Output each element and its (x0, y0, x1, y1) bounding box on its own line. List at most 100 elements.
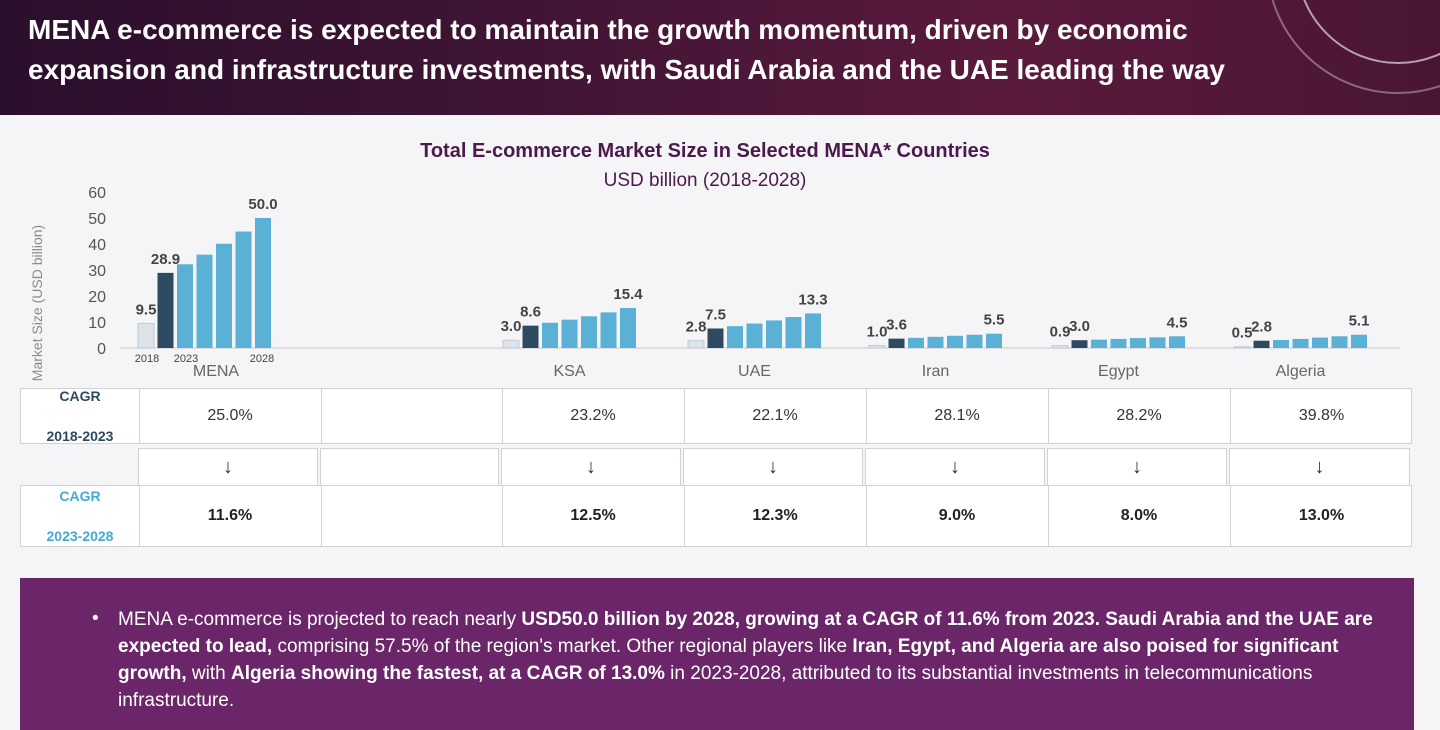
bar-uae-3 (746, 323, 763, 348)
y-tick-label: 0 (97, 341, 106, 358)
y-tick-label: 50 (88, 211, 106, 228)
data-label: 13.3 (798, 291, 827, 308)
bar-ksa-4 (581, 316, 597, 348)
year-label: 2018 (135, 353, 159, 365)
bar-algeria-2 (1273, 339, 1289, 348)
cagr-value: 39.8% (1298, 407, 1345, 424)
data-label: 50.0 (248, 196, 277, 213)
chart-subtitle: USD billion (2018-2028) (603, 170, 807, 191)
category-label: MENA (193, 363, 240, 380)
chart-title: Total E-commerce Market Size in Selected… (420, 140, 990, 162)
y-axis-label: Market Size (USD billion) (29, 225, 45, 381)
down-arrow-icon: ↓ (1229, 448, 1410, 486)
cagr-value: 28.2% (1116, 407, 1162, 424)
down-arrow-icon: ↓ (501, 448, 681, 486)
data-label: 5.5 (984, 312, 1005, 329)
category-label: Algeria (1276, 363, 1326, 380)
bar-ksa-3 (561, 319, 578, 348)
cagr-value: 23.2% (570, 407, 616, 424)
summary-text-run: comprising 57.5% of the region's market.… (272, 636, 853, 657)
column-divider (139, 389, 140, 443)
bar-mena-5 (235, 231, 252, 348)
data-label: 28.9 (151, 251, 180, 268)
cagr-value: 25.0% (207, 407, 253, 424)
bar-algeria-3 (1292, 338, 1309, 348)
empty-cell (320, 448, 499, 486)
cagr-row-2018-2023: CAGR 2018-2023 25.0% 23.2% 22.1% 28.1% 28.2% 39… (20, 388, 1412, 444)
bar-iran-0 (868, 344, 886, 349)
column-divider (684, 486, 685, 546)
data-label: 3.0 (1069, 318, 1090, 335)
headline: MENA e-commerce is expected to maintain … (28, 14, 1225, 85)
bar-algeria-5 (1331, 336, 1348, 348)
row-label-line: 2023-2028 (46, 528, 114, 544)
bar-mena-0 (137, 322, 155, 349)
summary-bold-text: Iran, Egypt, and Algeria are also poised… (118, 636, 1339, 684)
bar-uae-6 (805, 313, 821, 348)
bar-algeria-4 (1312, 337, 1328, 348)
bar-algeria-6 (1351, 334, 1367, 348)
cagr-value: 11.6% (207, 507, 253, 524)
summary-text: MENA e-commerce is projected to reach ne… (118, 606, 1378, 714)
bar-ksa-6 (620, 307, 636, 348)
bar-egypt-1 (1071, 340, 1088, 348)
header-banner: MENA e-commerce is expected to maintain … (0, 0, 1440, 115)
data-label: 5.1 (1349, 313, 1370, 330)
column-divider (866, 486, 867, 546)
arrow-row: ↓ ↓ ↓ ↓ ↓ ↓ (20, 448, 1412, 486)
cagr-value (321, 389, 502, 443)
summary-text-run: in 2023-2028, attributed to its substant… (118, 663, 1313, 711)
bar-uae-5 (785, 317, 802, 348)
column-divider (139, 486, 140, 546)
row-label-line: 2018-2023 (46, 428, 114, 444)
summary-bold-text: USD50.0 billion by 2028, growing at a CA… (521, 609, 1101, 630)
down-arrow-icon: ↓ (683, 448, 863, 486)
data-label: 0.5 (1232, 325, 1253, 342)
data-label: 4.5 (1167, 314, 1188, 331)
bar-egypt-3 (1110, 338, 1127, 348)
cagr-table: CAGR 2018-2023 25.0% 23.2% 22.1% 28.1% 28.2% 39… (20, 388, 1412, 548)
column-divider (866, 389, 867, 443)
bar-iran-5 (966, 334, 983, 348)
bullet: • (92, 608, 99, 629)
category-label: Iran (922, 363, 950, 380)
column-divider (684, 389, 685, 443)
bar-mena-2 (177, 264, 193, 348)
row-label-line: CAGR (59, 388, 101, 404)
bar-ksa-2 (542, 322, 558, 348)
bar-egypt-6 (1169, 336, 1185, 348)
bar-mena-6 (255, 218, 271, 348)
summary-text-run: MENA e-commerce is projected to reach ne… (118, 609, 522, 630)
cagr-row-2023-2028: CAGR 2023-2028 11.6% 12.5% 12.3% 9.0% 8.0% 13.0… (20, 485, 1412, 547)
column-divider (502, 486, 503, 546)
bar-uae-1 (707, 328, 724, 348)
data-label: 7.5 (705, 307, 726, 324)
data-label: 2.8 (1251, 319, 1272, 336)
data-label: 3.0 (501, 318, 522, 335)
down-arrow-icon: ↓ (1047, 448, 1227, 486)
column-divider (1048, 486, 1049, 546)
column-divider (321, 486, 322, 546)
category-label: UAE (738, 363, 771, 380)
down-arrow-icon: ↓ (865, 448, 1045, 486)
bar-iran-4 (947, 335, 963, 348)
cagr-value: 28.1% (934, 407, 980, 424)
cagr-value (321, 486, 502, 546)
row-label: CAGR 2018-2023 (21, 388, 139, 444)
year-label: 2028 (250, 353, 274, 365)
y-tick-label: 40 (88, 237, 106, 254)
data-label: 3.6 (886, 317, 907, 334)
column-divider (1230, 389, 1231, 443)
category-label: KSA (553, 363, 585, 380)
column-divider (502, 389, 503, 443)
column-divider (1230, 486, 1231, 546)
bar-uae-2 (727, 326, 743, 348)
category-label: Egypt (1098, 363, 1139, 380)
summary-text-run: with (186, 663, 231, 684)
data-label: 0.9 (1050, 324, 1071, 341)
bar-mena-1 (157, 272, 174, 348)
data-label: 2.8 (686, 319, 707, 336)
bar-ksa-5 (600, 312, 617, 348)
y-tick-label: 20 (88, 289, 106, 306)
data-label: 9.5 (136, 301, 157, 318)
